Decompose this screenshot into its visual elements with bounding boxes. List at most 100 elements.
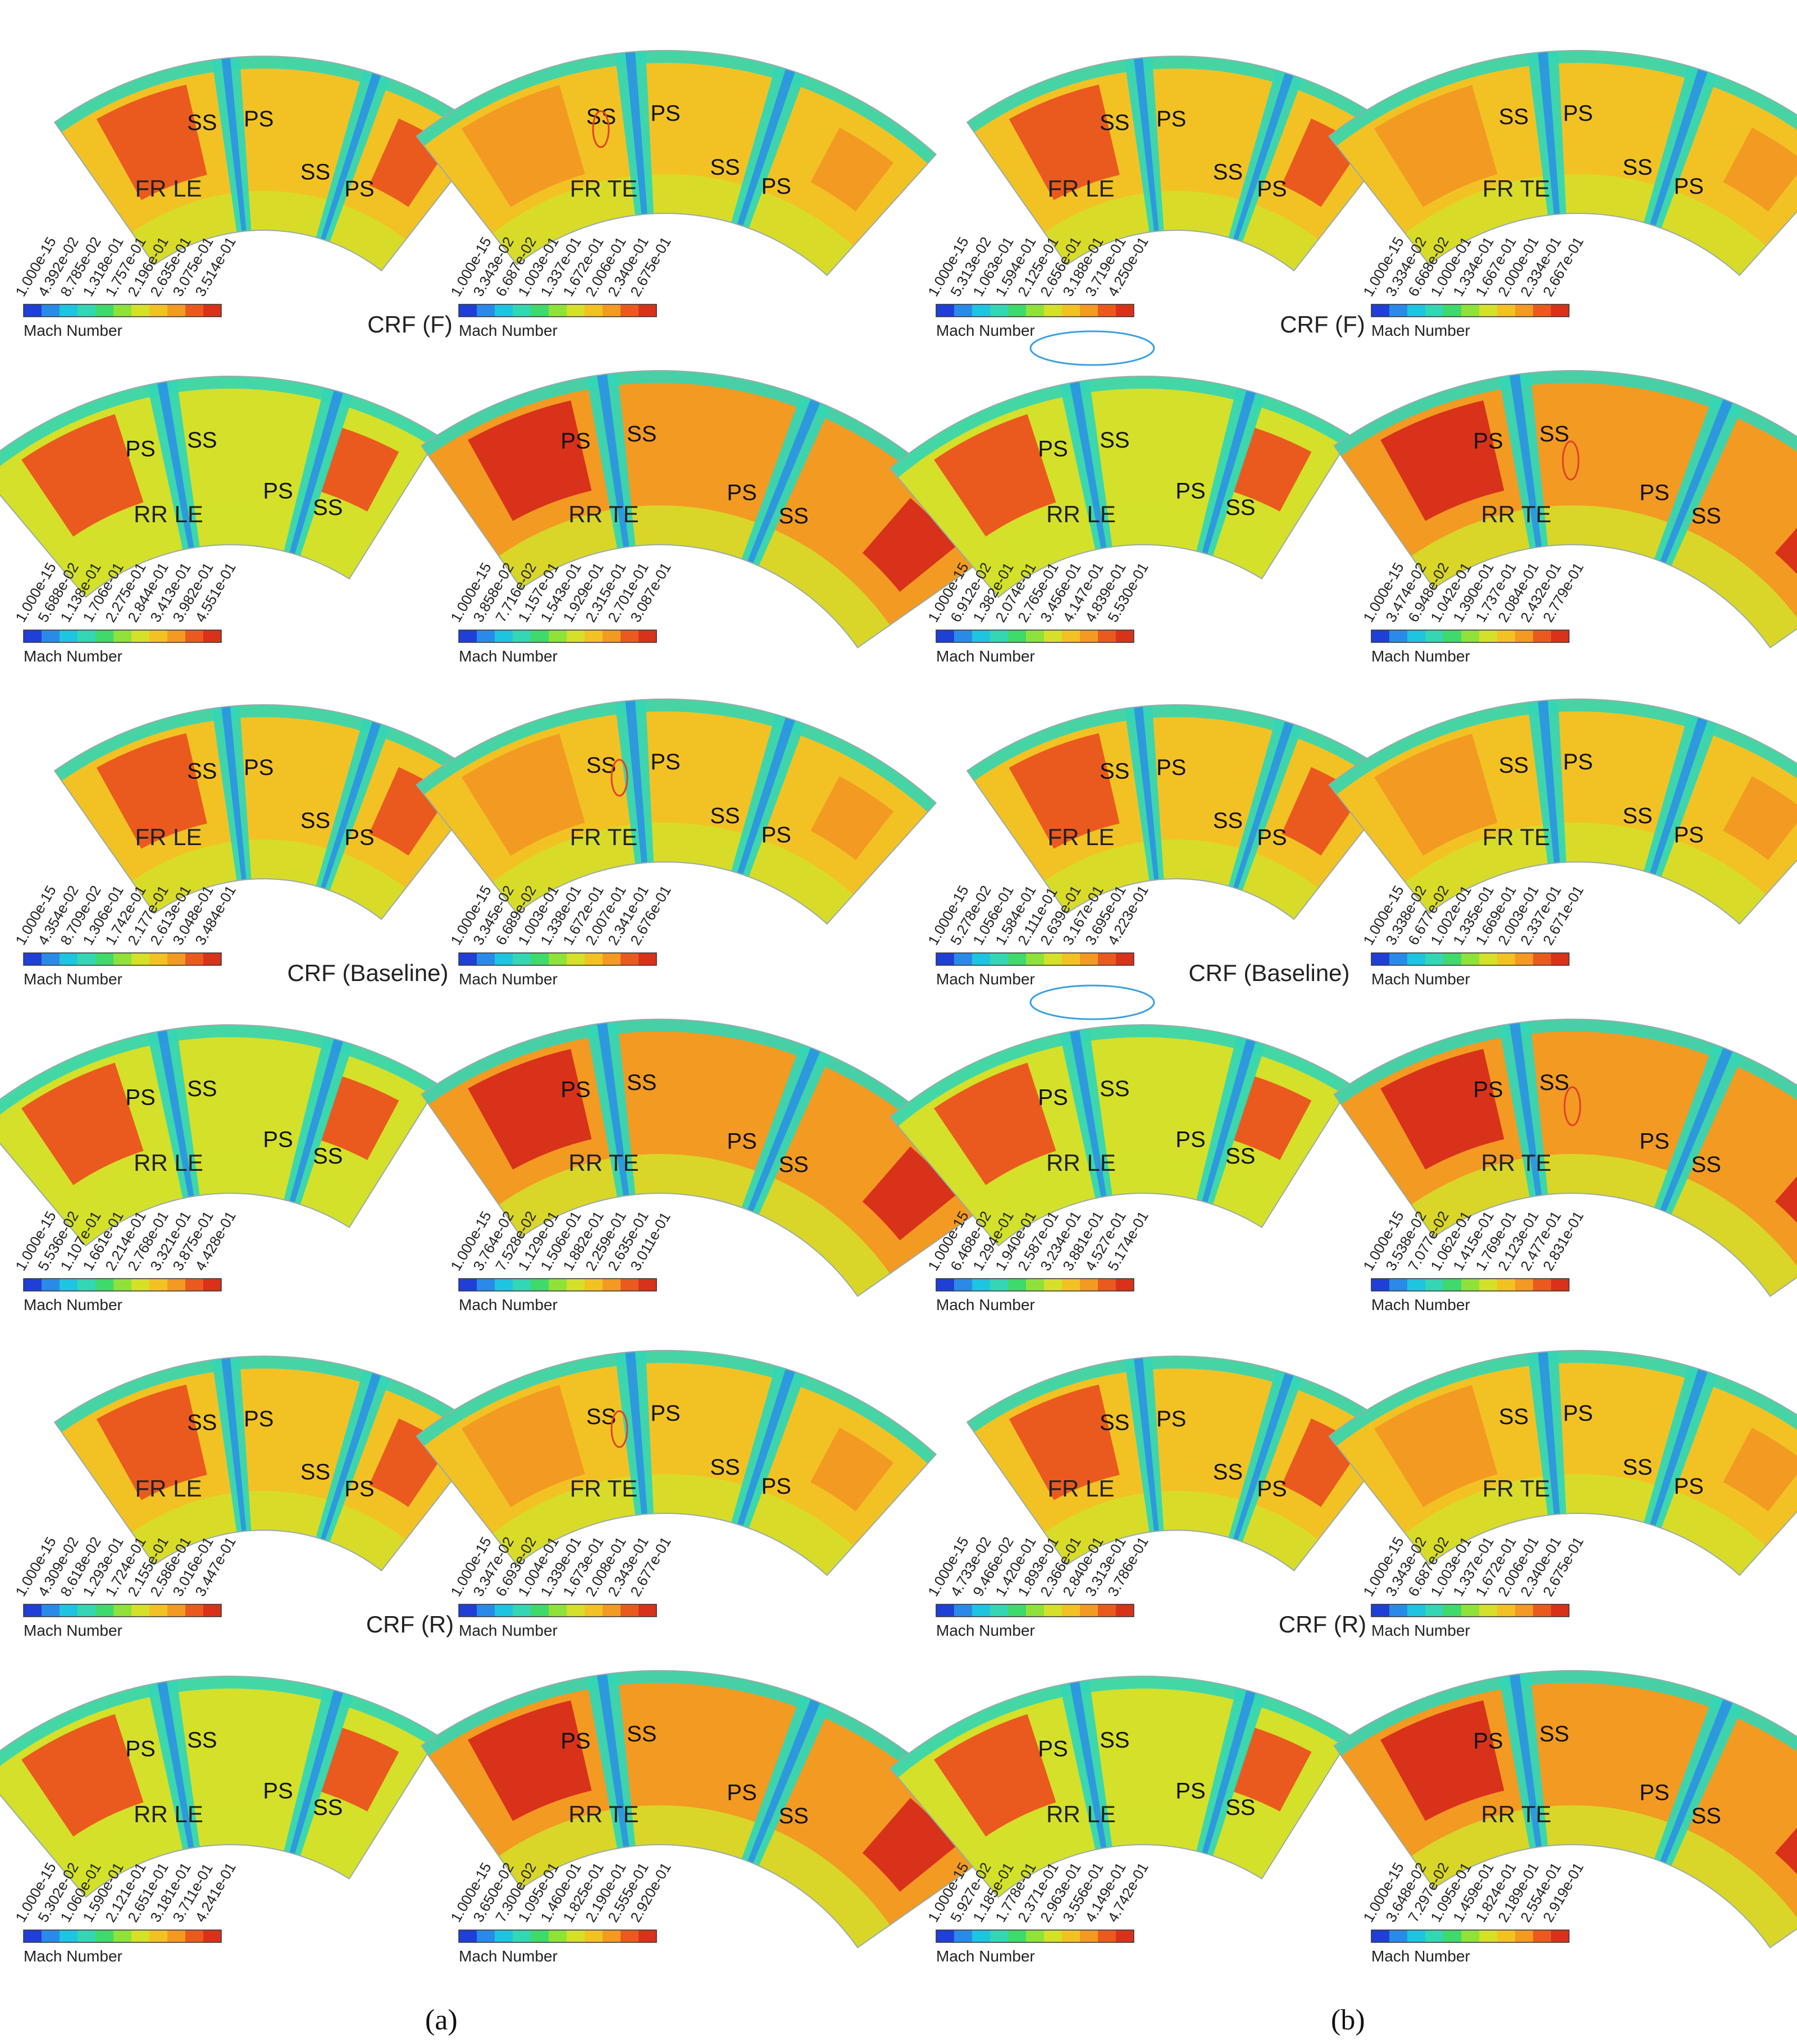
- colorbar-segment: [1080, 953, 1098, 965]
- colorbar-segment: [1425, 304, 1443, 317]
- group-label-b: CRF (R): [1279, 1611, 1366, 1637]
- panel-label: RR LE: [1046, 1149, 1116, 1176]
- legend-title: Mach Number: [1371, 970, 1470, 988]
- region-label-ss: SS: [1499, 753, 1529, 778]
- region-label-ss: SS: [300, 1460, 330, 1485]
- colorbar-segment: [972, 1604, 990, 1617]
- colorbar-segment: [95, 304, 113, 317]
- colorbar-segment: [1080, 1279, 1098, 1291]
- colorbar-segment: [1425, 1930, 1443, 1942]
- sector-outline: [416, 698, 937, 925]
- colorbar-frame: [23, 1929, 222, 1943]
- colorbar-segment: [149, 953, 167, 965]
- blade-wake-core: [737, 1368, 795, 1526]
- colorbar-segment: [1371, 1604, 1389, 1617]
- colorbar-segment: [42, 953, 60, 965]
- colorbar-segment: [990, 1279, 1008, 1291]
- colorbar-frame: [1371, 1278, 1570, 1292]
- hub-band: [1411, 1153, 1797, 1297]
- colorbar-segment: [1479, 953, 1497, 965]
- colorbar-frame: [458, 1278, 657, 1292]
- colorbar-segment: [1497, 304, 1515, 317]
- blade-wake-core: [157, 381, 194, 549]
- high-mach-region: [1009, 84, 1120, 200]
- colorbar-segment: [1371, 630, 1389, 642]
- blade-wake-core: [597, 1023, 630, 1196]
- colorbar-segment: [585, 1604, 603, 1617]
- hub-band: [499, 505, 890, 648]
- region-label-ps: PS: [244, 1407, 273, 1431]
- colorbar-segment: [477, 953, 495, 965]
- colorbar-segment: [936, 953, 954, 965]
- colorbar-frame: [458, 1929, 657, 1943]
- blade-wake-core: [221, 706, 247, 880]
- colorbar-segment: [203, 1279, 221, 1291]
- colorbar-segment: [1443, 1930, 1461, 1942]
- panel-label: FR TE: [1483, 1475, 1550, 1502]
- colorbar-segment: [567, 304, 585, 317]
- colorbar-segment: [495, 1279, 513, 1291]
- colorbar-segment: [185, 304, 203, 317]
- colorbar-segment: [1062, 953, 1080, 965]
- panel-label: FR LE: [135, 175, 202, 202]
- colorbar-segment: [1407, 304, 1425, 317]
- region-label-ps: PS: [1563, 101, 1593, 126]
- blade-wake-core: [1538, 1352, 1560, 1515]
- colorbar-segment: [990, 630, 1008, 642]
- colorbar-segment: [131, 304, 149, 317]
- shroud-band: [416, 699, 936, 813]
- region-label-ps: PS: [761, 823, 791, 847]
- panel-label: FR LE: [135, 1475, 202, 1502]
- high-mach-region: [1775, 1827, 1797, 1874]
- hub-band: [492, 174, 854, 276]
- colorbar-segment: [185, 630, 203, 642]
- colorbar-segment: [567, 1604, 585, 1617]
- region-label-ss: SS: [1539, 422, 1569, 446]
- colorbar-segment: [24, 1930, 42, 1942]
- colorbar-segment: [1425, 1604, 1443, 1617]
- colorbar-frame: [936, 1604, 1134, 1617]
- colorbar-segment: [1443, 630, 1461, 642]
- high-mach-region: [1374, 85, 1498, 207]
- blade-wake-core: [737, 717, 795, 875]
- colorbar-segment: [1551, 304, 1569, 317]
- panel-label: FR TE: [1483, 175, 1550, 202]
- colorbar-segment: [972, 1930, 990, 1942]
- colorbar-segment: [1026, 1604, 1044, 1617]
- colorbar-segment: [621, 630, 638, 642]
- colorbar-segment: [1062, 1604, 1080, 1617]
- colorbar-segment: [972, 953, 990, 965]
- colorbar-segment: [936, 1604, 954, 1617]
- colorbar-segment: [42, 630, 60, 642]
- hub-band: [1405, 1473, 1766, 1576]
- colorbar-segment: [95, 1604, 113, 1617]
- colorbar-frame: [1371, 1604, 1570, 1617]
- colorbar-segment: [531, 304, 549, 317]
- blade-wake-core: [747, 1047, 820, 1212]
- high-mach-region: [1775, 1176, 1797, 1223]
- colorbar-segment: [513, 1279, 531, 1291]
- high-mach-region: [21, 1062, 144, 1185]
- colorbar-segment: [1515, 953, 1533, 965]
- colorbar-segment: [954, 953, 972, 965]
- colorbar-segment: [1479, 630, 1497, 642]
- legend-title: Mach Number: [1371, 1947, 1470, 1965]
- blade-wake-core: [1538, 700, 1560, 864]
- colorbar-segment: [585, 304, 603, 317]
- region-label-ss: SS: [187, 1411, 217, 1435]
- colorbar-segment: [954, 1279, 972, 1291]
- sector-outline: [889, 1024, 1352, 1247]
- legend-title: Mach Number: [936, 647, 1035, 665]
- colorbar-segment: [1098, 1604, 1116, 1617]
- colorbar-segment: [1551, 1604, 1569, 1617]
- colorbar-segment: [1497, 1604, 1515, 1617]
- colorbar-frame: [1371, 629, 1570, 643]
- colorbar-segment: [1389, 953, 1407, 965]
- high-mach-region: [1380, 400, 1504, 521]
- region-label-ps: PS: [761, 1474, 791, 1499]
